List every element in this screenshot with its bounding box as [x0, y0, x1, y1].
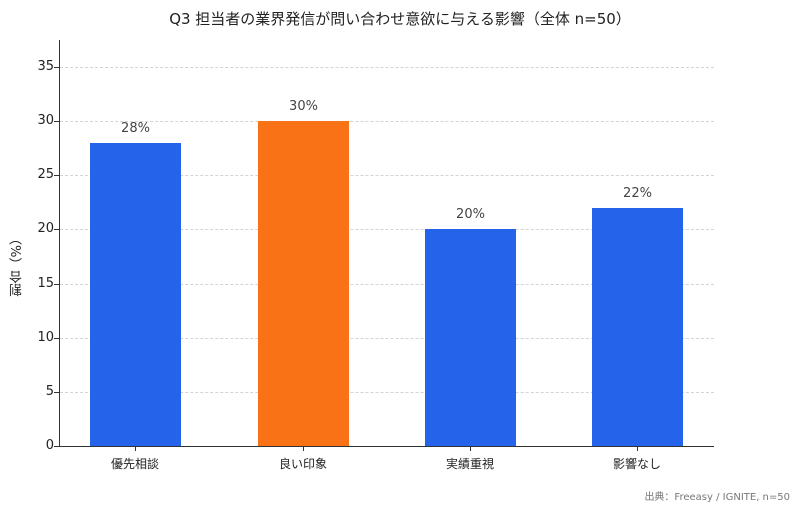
y-tick-label: 0 [45, 438, 54, 453]
gridline [60, 392, 714, 393]
y-tick-label: 30 [37, 113, 54, 128]
bar-value-label: 28% [121, 120, 150, 136]
gridline [60, 67, 714, 68]
y-tick-mark [54, 229, 59, 230]
bar-value-label: 30% [289, 99, 318, 115]
x-tick-label: 実績重視 [445, 457, 494, 471]
x-tick-label: 良い印象 [278, 457, 327, 471]
x-tick-mark [135, 447, 136, 451]
y-tick-mark [54, 175, 59, 176]
bar-value-label: 20% [456, 207, 485, 223]
x-tick-mark [303, 447, 304, 451]
y-tick-mark [54, 67, 59, 68]
bar-4 [592, 207, 683, 446]
source-note: 出典：Freeasy / IGNITE, n=50 [644, 492, 790, 503]
y-tick-mark [54, 284, 59, 285]
y-tick-mark [54, 446, 59, 447]
bar-2 [258, 121, 349, 446]
x-tick-label: 影響なし [612, 457, 661, 471]
x-tick-mark [470, 447, 471, 451]
bar-1 [90, 142, 181, 446]
bar-3 [425, 229, 516, 446]
bar-value-label: 22% [623, 185, 652, 201]
y-tick-mark [54, 121, 59, 122]
x-tick-label: 優先相談 [110, 457, 159, 471]
y-tick-label: 20 [37, 221, 54, 236]
x-tick-mark [637, 447, 638, 451]
y-axis-line [59, 40, 60, 447]
y-tick-label: 5 [45, 384, 54, 399]
gridline [60, 121, 714, 122]
gridline [60, 338, 714, 339]
x-axis-line [59, 446, 714, 447]
y-tick-label: 35 [37, 59, 54, 74]
gridline [60, 229, 714, 230]
y-axis-label: 割合（%） [10, 232, 25, 297]
y-tick-label: 15 [37, 276, 54, 291]
y-tick-mark [54, 338, 59, 339]
chart-title: Q3 担当者の業界発信が問い合わせ意欲に与える影響（全体 n=50） [169, 10, 631, 28]
y-tick-label: 10 [37, 330, 54, 345]
y-tick-mark [54, 392, 59, 393]
gridline [60, 284, 714, 285]
y-tick-label: 25 [37, 167, 54, 182]
gridline [60, 175, 714, 176]
